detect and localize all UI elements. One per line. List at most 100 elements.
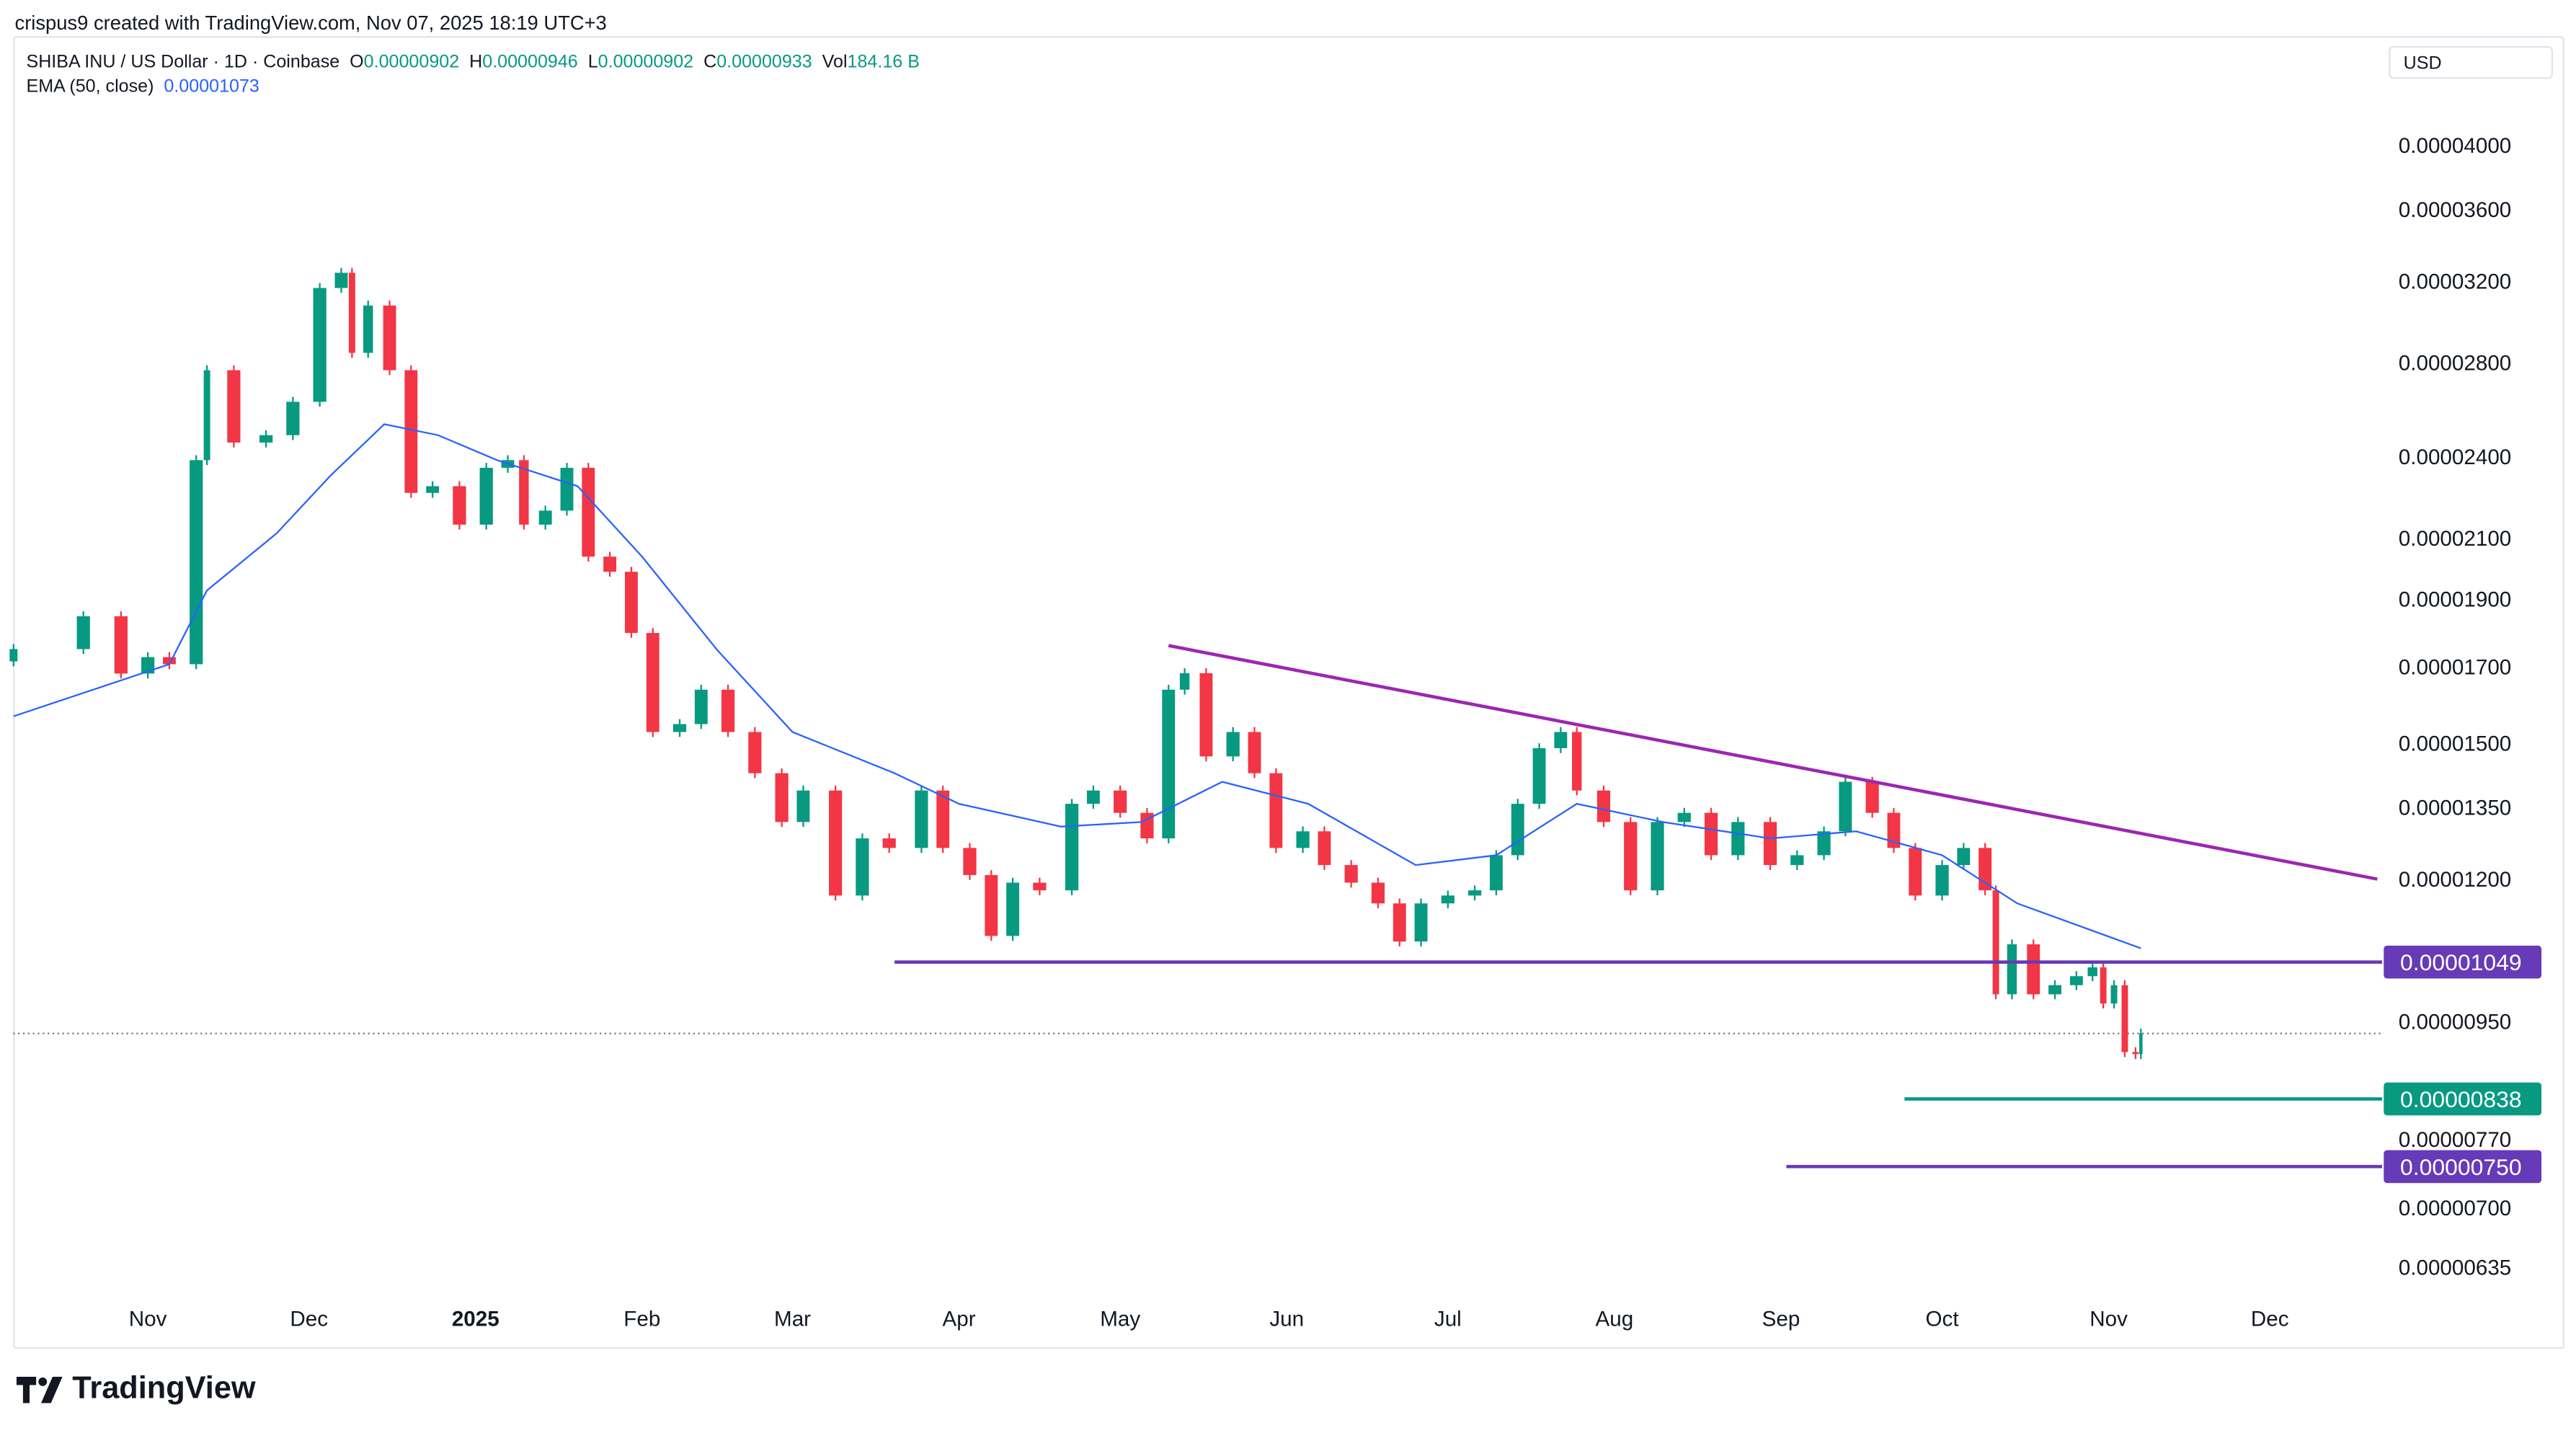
candle <box>9 649 18 662</box>
x-tick-label: Nov <box>2089 1307 2128 1331</box>
price-label-text: 0.00000838 <box>2400 1086 2522 1112</box>
candle <box>624 572 638 634</box>
candle <box>856 838 869 896</box>
candle <box>363 305 373 353</box>
y-tick-label: 0.00002100 <box>2399 527 2512 551</box>
x-tick-label: Dec <box>290 1307 328 1331</box>
candle <box>1978 848 1992 891</box>
tradingview-logo-icon <box>16 1377 63 1403</box>
candle <box>2110 985 2118 1004</box>
tradingview-logo[interactable]: TradingView <box>16 1372 256 1408</box>
x-tick-label: Aug <box>1596 1307 1634 1331</box>
candle <box>582 468 595 557</box>
candle <box>1371 882 1385 904</box>
candle <box>1269 773 1283 848</box>
candle <box>334 272 348 288</box>
candle <box>2027 944 2040 995</box>
y-tick-label: 0.00004000 <box>2399 134 2512 158</box>
open-label: O <box>350 52 364 73</box>
y-tick-label: 0.00000770 <box>2399 1128 2512 1152</box>
candle <box>313 288 327 402</box>
x-tick-label: Mar <box>774 1307 811 1331</box>
candle <box>1140 812 1154 839</box>
candle <box>348 272 355 353</box>
open-value: 0.00000902 <box>363 52 460 73</box>
candle <box>1817 831 1831 856</box>
price-label-text: 0.00000750 <box>2400 1154 2522 1180</box>
candle <box>1199 673 1213 757</box>
low-value: 0.00000902 <box>598 52 694 73</box>
candle <box>1957 848 1971 866</box>
candle <box>672 724 687 732</box>
high-value: 0.00000946 <box>482 52 578 73</box>
candle <box>1704 812 1718 856</box>
close-label: C <box>703 52 717 73</box>
candle <box>1226 732 1240 757</box>
y-tick-label: 0.00002400 <box>2399 445 2512 469</box>
high-label: H <box>469 52 483 73</box>
close-value: 0.00000933 <box>716 52 812 73</box>
price-label-badge <box>2384 1082 2542 1116</box>
x-tick-label: Feb <box>623 1307 660 1331</box>
x-tick-label: Apr <box>943 1307 976 1331</box>
candle <box>721 689 735 732</box>
candle <box>1441 895 1454 904</box>
candle <box>1489 855 1503 891</box>
candle <box>603 556 617 572</box>
candle <box>1414 903 1428 942</box>
candle <box>1296 831 1310 848</box>
candle <box>1511 804 1524 856</box>
candle <box>1344 865 1358 883</box>
credit-line: crispus9 created with TradingView.com, N… <box>14 11 607 35</box>
candle <box>2048 985 2062 995</box>
candle <box>748 732 762 773</box>
candle <box>2007 944 2017 995</box>
candle <box>2121 985 2128 1052</box>
y-tick-label: 0.00001200 <box>2399 868 2512 892</box>
candle <box>1554 732 1568 748</box>
candle <box>1572 732 1582 791</box>
candle <box>1006 882 1020 936</box>
price-label-text: 0.00001049 <box>2400 949 2522 975</box>
candle <box>404 370 418 493</box>
y-tick-label: 0.00000635 <box>2399 1256 2512 1279</box>
price-label-badge <box>2384 1150 2542 1184</box>
candle <box>519 460 529 525</box>
y-tick-label: 0.00001700 <box>2399 656 2512 680</box>
symbol-title[interactable]: SHIBA INU / US Dollar · 1D · Coinbase <box>26 52 340 73</box>
candle <box>936 790 950 848</box>
chart-frame[interactable] <box>13 36 2564 1349</box>
candle <box>114 616 128 674</box>
x-tick-label: Oct <box>1925 1307 1959 1331</box>
candle <box>963 848 977 875</box>
candle <box>1624 822 1638 891</box>
candle <box>426 486 440 493</box>
currency-button[interactable]: USD <box>2389 45 2554 79</box>
volume-value: 184.16 B <box>847 52 920 73</box>
y-tick-label: 0.00001500 <box>2399 732 2512 755</box>
candle <box>1865 781 1879 813</box>
candle <box>1248 732 1261 773</box>
ema-label[interactable]: EMA (50, close) <box>26 77 154 97</box>
brand-name: TradingView <box>72 1372 256 1407</box>
candle <box>1935 865 1949 896</box>
candle <box>2100 967 2107 1004</box>
volume-label: Vol <box>822 52 848 73</box>
candle <box>560 468 574 511</box>
candle <box>190 460 203 665</box>
low-label: L <box>587 52 598 73</box>
candle <box>985 874 998 936</box>
candle <box>453 486 466 525</box>
candle <box>1839 781 1852 832</box>
candle <box>1162 689 1176 839</box>
y-tick-label: 0.00001350 <box>2399 796 2512 820</box>
candle <box>259 435 273 443</box>
candle <box>1677 812 1691 822</box>
chart-legend: SHIBA INU / US Dollar · 1D · Coinbase O0… <box>26 51 919 100</box>
candle <box>1086 790 1100 804</box>
x-tick-label: Jun <box>1269 1307 1304 1331</box>
candle <box>203 370 210 461</box>
descending-trendline <box>1168 644 2378 881</box>
